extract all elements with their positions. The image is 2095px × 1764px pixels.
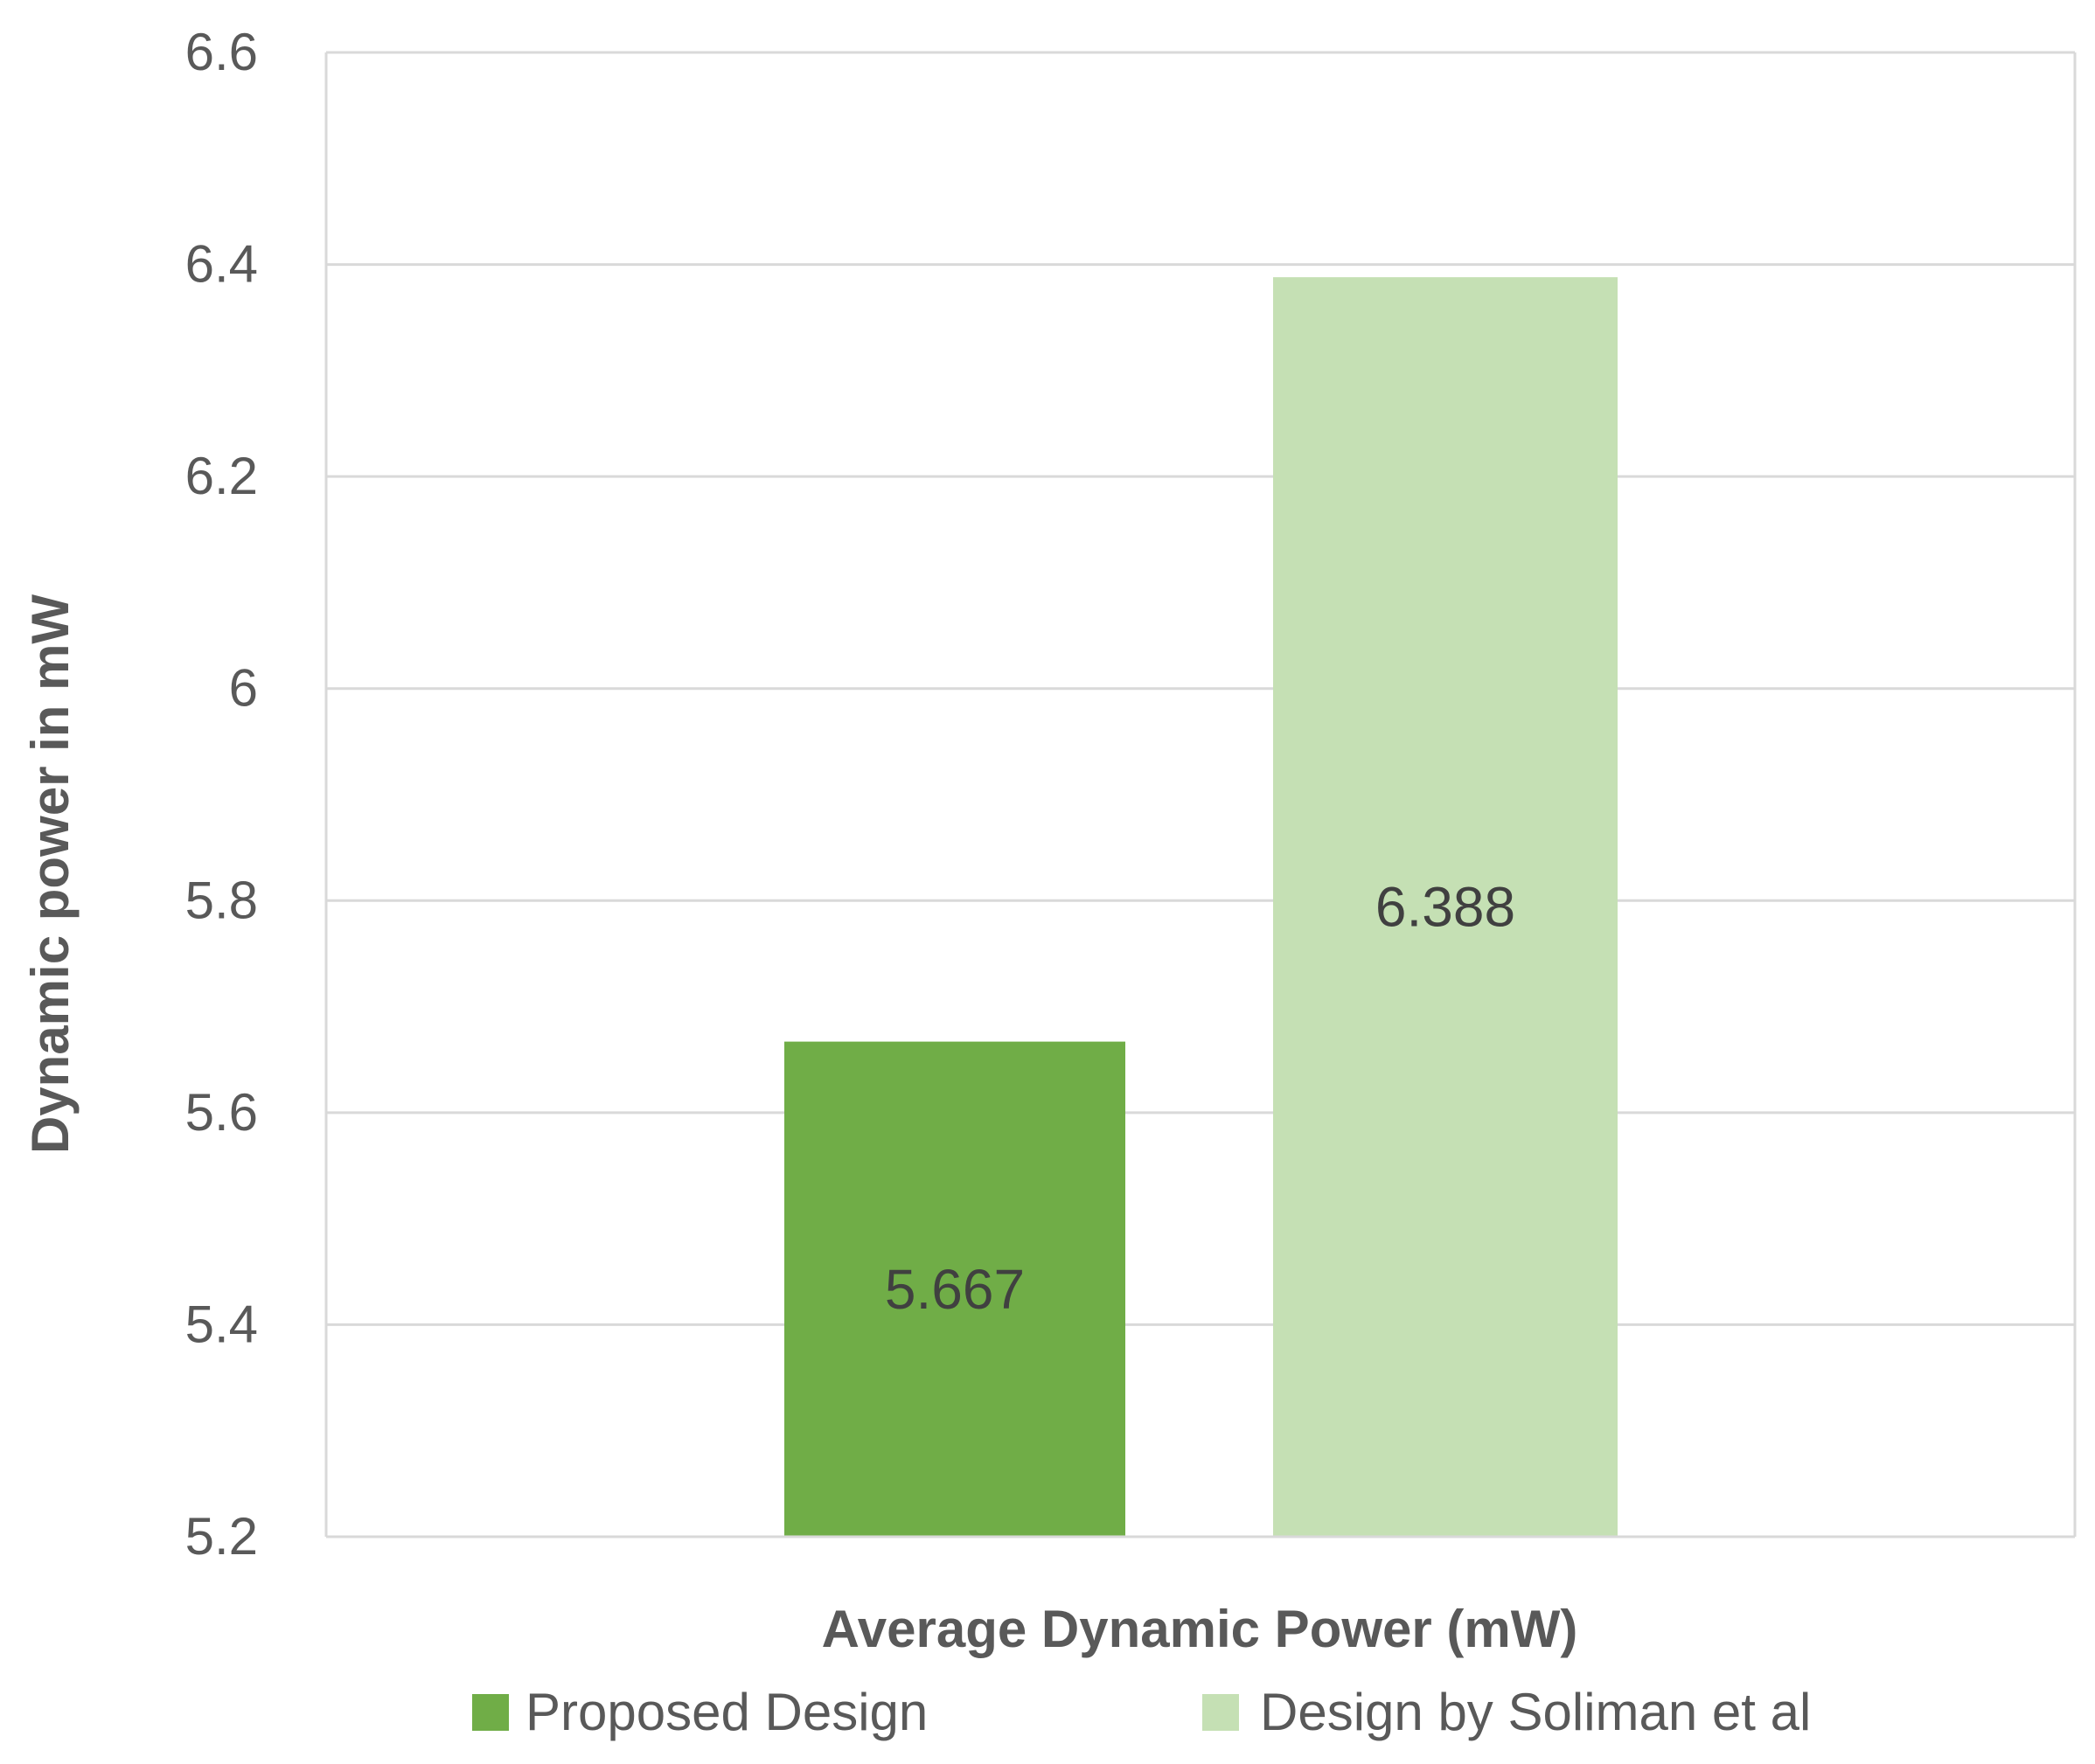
- y-tick-label-5-4: 5.4: [185, 1295, 258, 1353]
- y-tick-label-5-6: 5.6: [185, 1083, 258, 1142]
- bars: [784, 277, 1618, 1537]
- y-tick-label-6-2: 6.2: [185, 447, 258, 505]
- bar-proposed-design: [784, 1041, 1125, 1537]
- y-axis-ticks: 5.2 5.4 5.6 5.8 6 6.2 6.4 6.6: [185, 23, 258, 1566]
- legend-label-design-by-soliman: Design by Soliman et al: [1260, 1683, 1811, 1741]
- data-label-proposed-design: 5.667: [885, 1258, 1025, 1321]
- gridlines: [324, 51, 2077, 1538]
- y-tick-label-5-2: 5.2: [185, 1507, 258, 1566]
- y-axis-title: Dynamic power in mW: [21, 594, 80, 1154]
- legend-label-proposed-design: Proposed Design: [525, 1683, 928, 1741]
- legend-swatch-design-by-soliman: [1202, 1694, 1239, 1731]
- data-label-design-by-soliman: 6.388: [1375, 876, 1515, 939]
- y-tick-label-5-8: 5.8: [185, 871, 258, 929]
- y-tick-label-6-4: 6.4: [185, 235, 258, 294]
- legend: Proposed Design Design by Soliman et al: [472, 1683, 1811, 1741]
- y-tick-label-6-6: 6.6: [185, 23, 258, 81]
- data-labels: 5.667 6.388: [885, 876, 1515, 1321]
- y-tick-label-6: 6: [229, 659, 258, 718]
- bar-design-by-soliman: [1273, 277, 1618, 1537]
- legend-swatch-proposed-design: [472, 1694, 509, 1731]
- x-axis-title: Average Dynamic Power (mW): [822, 1600, 1578, 1658]
